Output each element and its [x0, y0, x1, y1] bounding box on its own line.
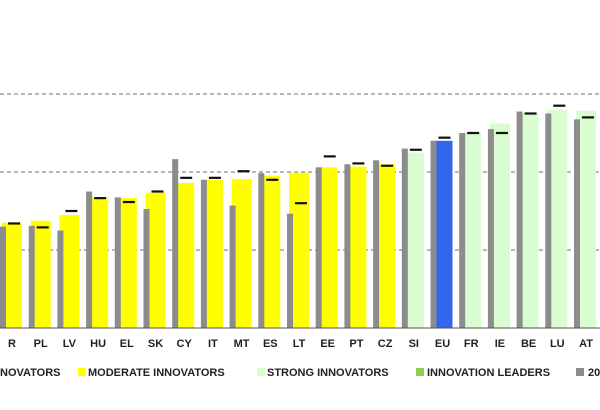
legend-label-modest: NOVATORS — [0, 367, 61, 379]
x-label-r: R — [8, 338, 16, 350]
x-label-at: AT — [579, 338, 593, 350]
legend-swatch-moderate — [78, 368, 86, 376]
year-bar-ie — [487, 129, 494, 328]
markers — [8, 104, 594, 229]
x-label-be: BE — [521, 338, 536, 350]
x-label-eu: EU — [435, 338, 450, 350]
x-label-lu: LU — [550, 338, 565, 350]
year-bar-ee — [315, 167, 322, 328]
bar-pt — [346, 166, 367, 328]
year-bar-pl — [28, 225, 35, 328]
year-bar-pt — [344, 164, 351, 328]
x-label-pt: PT — [349, 338, 363, 350]
year-bar-lu — [545, 113, 552, 328]
x-label-ie: IE — [495, 338, 505, 350]
legend-label-year: 20 — [588, 367, 600, 379]
bar-at — [576, 110, 596, 329]
bar-be — [518, 113, 539, 328]
year-bar-mt — [229, 205, 236, 328]
legend-swatch-year — [576, 368, 584, 376]
bar-hu — [88, 197, 109, 328]
x-label-lt: LT — [293, 338, 306, 350]
year-bar-fr — [459, 133, 466, 328]
legend-label-leader: INNOVATION LEADERS — [427, 367, 550, 379]
bar-r — [2, 222, 22, 328]
legend-label-moderate: MODERATE INNOVATORS — [88, 367, 225, 379]
bars — [0, 109, 596, 329]
legend: NOVATORS MODERATE INNOVATORS STRONG INNOVA… — [0, 367, 600, 379]
x-label-it: IT — [208, 338, 218, 350]
bar-ie — [489, 123, 510, 328]
x-label-el: EL — [120, 338, 134, 350]
year-bar-cy — [172, 159, 179, 328]
bar-it — [202, 179, 223, 328]
x-label-fr: FR — [464, 338, 479, 350]
x-label-hu: HU — [90, 338, 106, 350]
bar-lv — [59, 214, 80, 328]
bar-fr — [461, 133, 482, 328]
bar-ee — [317, 167, 338, 328]
bar-el — [116, 198, 137, 328]
bar-cy — [174, 182, 195, 328]
bar-es — [260, 175, 281, 328]
year-bar-lv — [57, 230, 64, 328]
year-bar-si — [401, 148, 408, 328]
year-bar-it — [200, 179, 207, 328]
bar-pl — [30, 220, 51, 328]
legend-label-strong: STRONG INNOVATORS — [267, 367, 389, 379]
bar-lt — [289, 172, 309, 328]
year-bar-be — [516, 111, 523, 328]
x-label-si: SI — [409, 338, 419, 350]
legend-swatch-strong — [257, 368, 265, 376]
bar-lu — [547, 109, 568, 328]
year-bar-sk — [143, 209, 150, 328]
year-bar-el — [114, 197, 121, 328]
x-label-es: ES — [263, 338, 278, 350]
year-bar-cz — [373, 160, 380, 328]
legend-swatch-leader — [416, 368, 424, 376]
x-label-sk: SK — [148, 338, 163, 350]
bar-si — [403, 152, 424, 328]
bar-mt — [231, 179, 252, 328]
x-label-cz: CZ — [378, 338, 393, 350]
year-bar-lt — [287, 213, 293, 328]
bar-eu — [432, 140, 453, 328]
x-label-ee: EE — [320, 338, 335, 350]
x-label-pl: PL — [34, 338, 48, 350]
year-bar-at — [574, 119, 580, 328]
x-label-mt: MT — [234, 338, 250, 350]
x-label-lv: LV — [63, 338, 77, 350]
year-bar-hu — [86, 191, 93, 328]
year-bar-r — [0, 226, 6, 328]
x-axis-labels: R PL LV HU EL SK CY IT MT ES LT EE PT CZ SI EU FR IE BE LU A… — [8, 338, 593, 350]
year-bar-es — [258, 173, 265, 328]
x-label-cy: CY — [177, 338, 193, 350]
bar-sk — [145, 192, 166, 328]
bar-cz — [375, 164, 396, 328]
year-bar-eu — [430, 140, 437, 328]
